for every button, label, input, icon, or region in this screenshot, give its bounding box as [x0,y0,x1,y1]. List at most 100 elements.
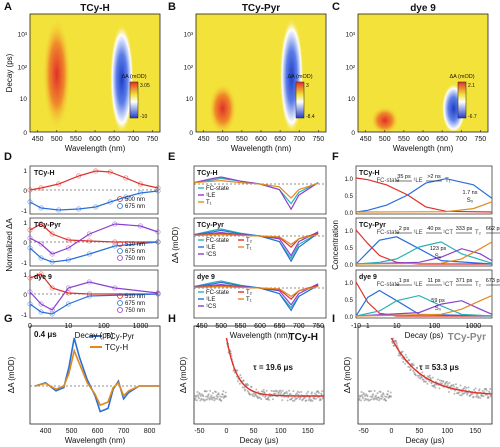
data-point [65,245,71,251]
data-point [155,185,161,191]
heatmap-positive-band [42,18,71,131]
y-axis-label: Decay (ps) [5,53,14,92]
legend-label: FC-state [206,186,230,192]
data-point [370,398,373,401]
plot-frame [29,325,161,425]
rate-label: 2 ps [399,226,410,232]
data-point [65,257,71,263]
data-point [195,399,198,402]
data-point [416,374,419,377]
data-point [107,169,113,175]
x-tick-label: 450 [198,136,210,143]
x-tick-label: 100 [429,323,441,330]
data-point [225,395,228,398]
x-tick-label: 650 [274,323,286,330]
data-point [222,390,225,393]
data-point [264,395,267,398]
y-tick-label: -1 [21,260,27,267]
subplot-name: dye 9 [34,274,52,281]
data-point [311,399,314,402]
state-label: S₀ [467,198,474,204]
data-point [373,398,376,401]
colorbar-min: -10 [140,114,147,120]
data-point [453,392,456,395]
subplot-name: TCy-Pyr [359,222,386,229]
rate-label: 11 ps [427,278,440,284]
y-tick-label: 10² [18,64,28,71]
data-point [196,394,199,397]
legend-label: TCy-H [105,343,128,352]
legend-label: ¹CS [206,304,216,310]
y-tick-label: 10 [20,96,28,103]
plot-frame [357,325,493,425]
data-point [390,395,393,398]
data-point [385,399,388,402]
data-point [438,379,441,382]
x-tick-label: 700 [293,323,305,330]
data-point [155,239,161,245]
x-tick-label: 700 [118,428,130,435]
series-line [355,248,493,265]
data-point [402,361,405,364]
data-point [459,394,462,397]
data-point [378,399,381,402]
legend-label: FC-state [206,290,230,296]
data-point [279,393,282,396]
x-tick-label: 750 [313,136,325,143]
series-line [193,233,319,246]
data-point [317,391,320,394]
data-point [408,366,411,369]
data-point [107,199,113,205]
colorbar-min: -6.7 [468,114,477,120]
data-point [361,394,364,397]
x-tick-label: 650 [436,136,448,143]
x-tick-label: 1000 [466,323,482,330]
data-point [458,391,461,394]
legend-label: T₁ [246,297,252,303]
annotation: τ = 19.6 μs [253,363,293,372]
data-point [258,396,261,399]
data-point [198,393,201,396]
data-point [296,396,299,399]
data-point [236,380,239,383]
x-tick-label: -10 [351,323,361,330]
x-axis-label: Wavelength (nm) [231,144,292,153]
y-tick-label: 10³ [184,32,194,39]
data-point [413,371,416,374]
data-point [93,204,99,210]
colorbar-label: ΔA (mOD) [449,74,474,80]
data-point [387,390,390,393]
data-point [86,238,92,244]
data-point [193,394,196,397]
data-point [239,374,242,377]
data-point [384,395,387,398]
y-axis-label: ΔA (mOD) [171,226,180,263]
data-point [272,390,275,393]
data-point [460,394,463,397]
data-point [49,285,55,291]
subplot-name: TCy-Pyr [34,222,61,229]
data-point [476,394,479,397]
data-point [255,388,258,391]
data-point [466,393,469,396]
data-point [447,391,450,394]
legend-label: 750 nm [125,256,145,262]
rate-label: 333 ps [456,226,473,232]
y-tick-label: 0.0 [345,263,354,269]
x-tick-label: 0 [225,428,229,435]
colorbar-max: 3.05 [140,83,150,89]
rate-label: >2 ns [427,174,441,180]
x-axis-label: Decay (μs) [406,436,445,445]
y-tick-label: -1 [21,208,27,215]
x-tick-label: 1 [366,323,370,330]
legend-label: 500 nm [125,197,145,203]
data-point [452,383,455,386]
data-point [456,386,459,389]
state-label: ¹LE [413,230,422,236]
data-point [224,391,227,394]
legend-label: 510 nm [125,294,145,300]
fit-line [225,337,324,397]
data-point [250,385,253,388]
data-point [380,397,383,400]
